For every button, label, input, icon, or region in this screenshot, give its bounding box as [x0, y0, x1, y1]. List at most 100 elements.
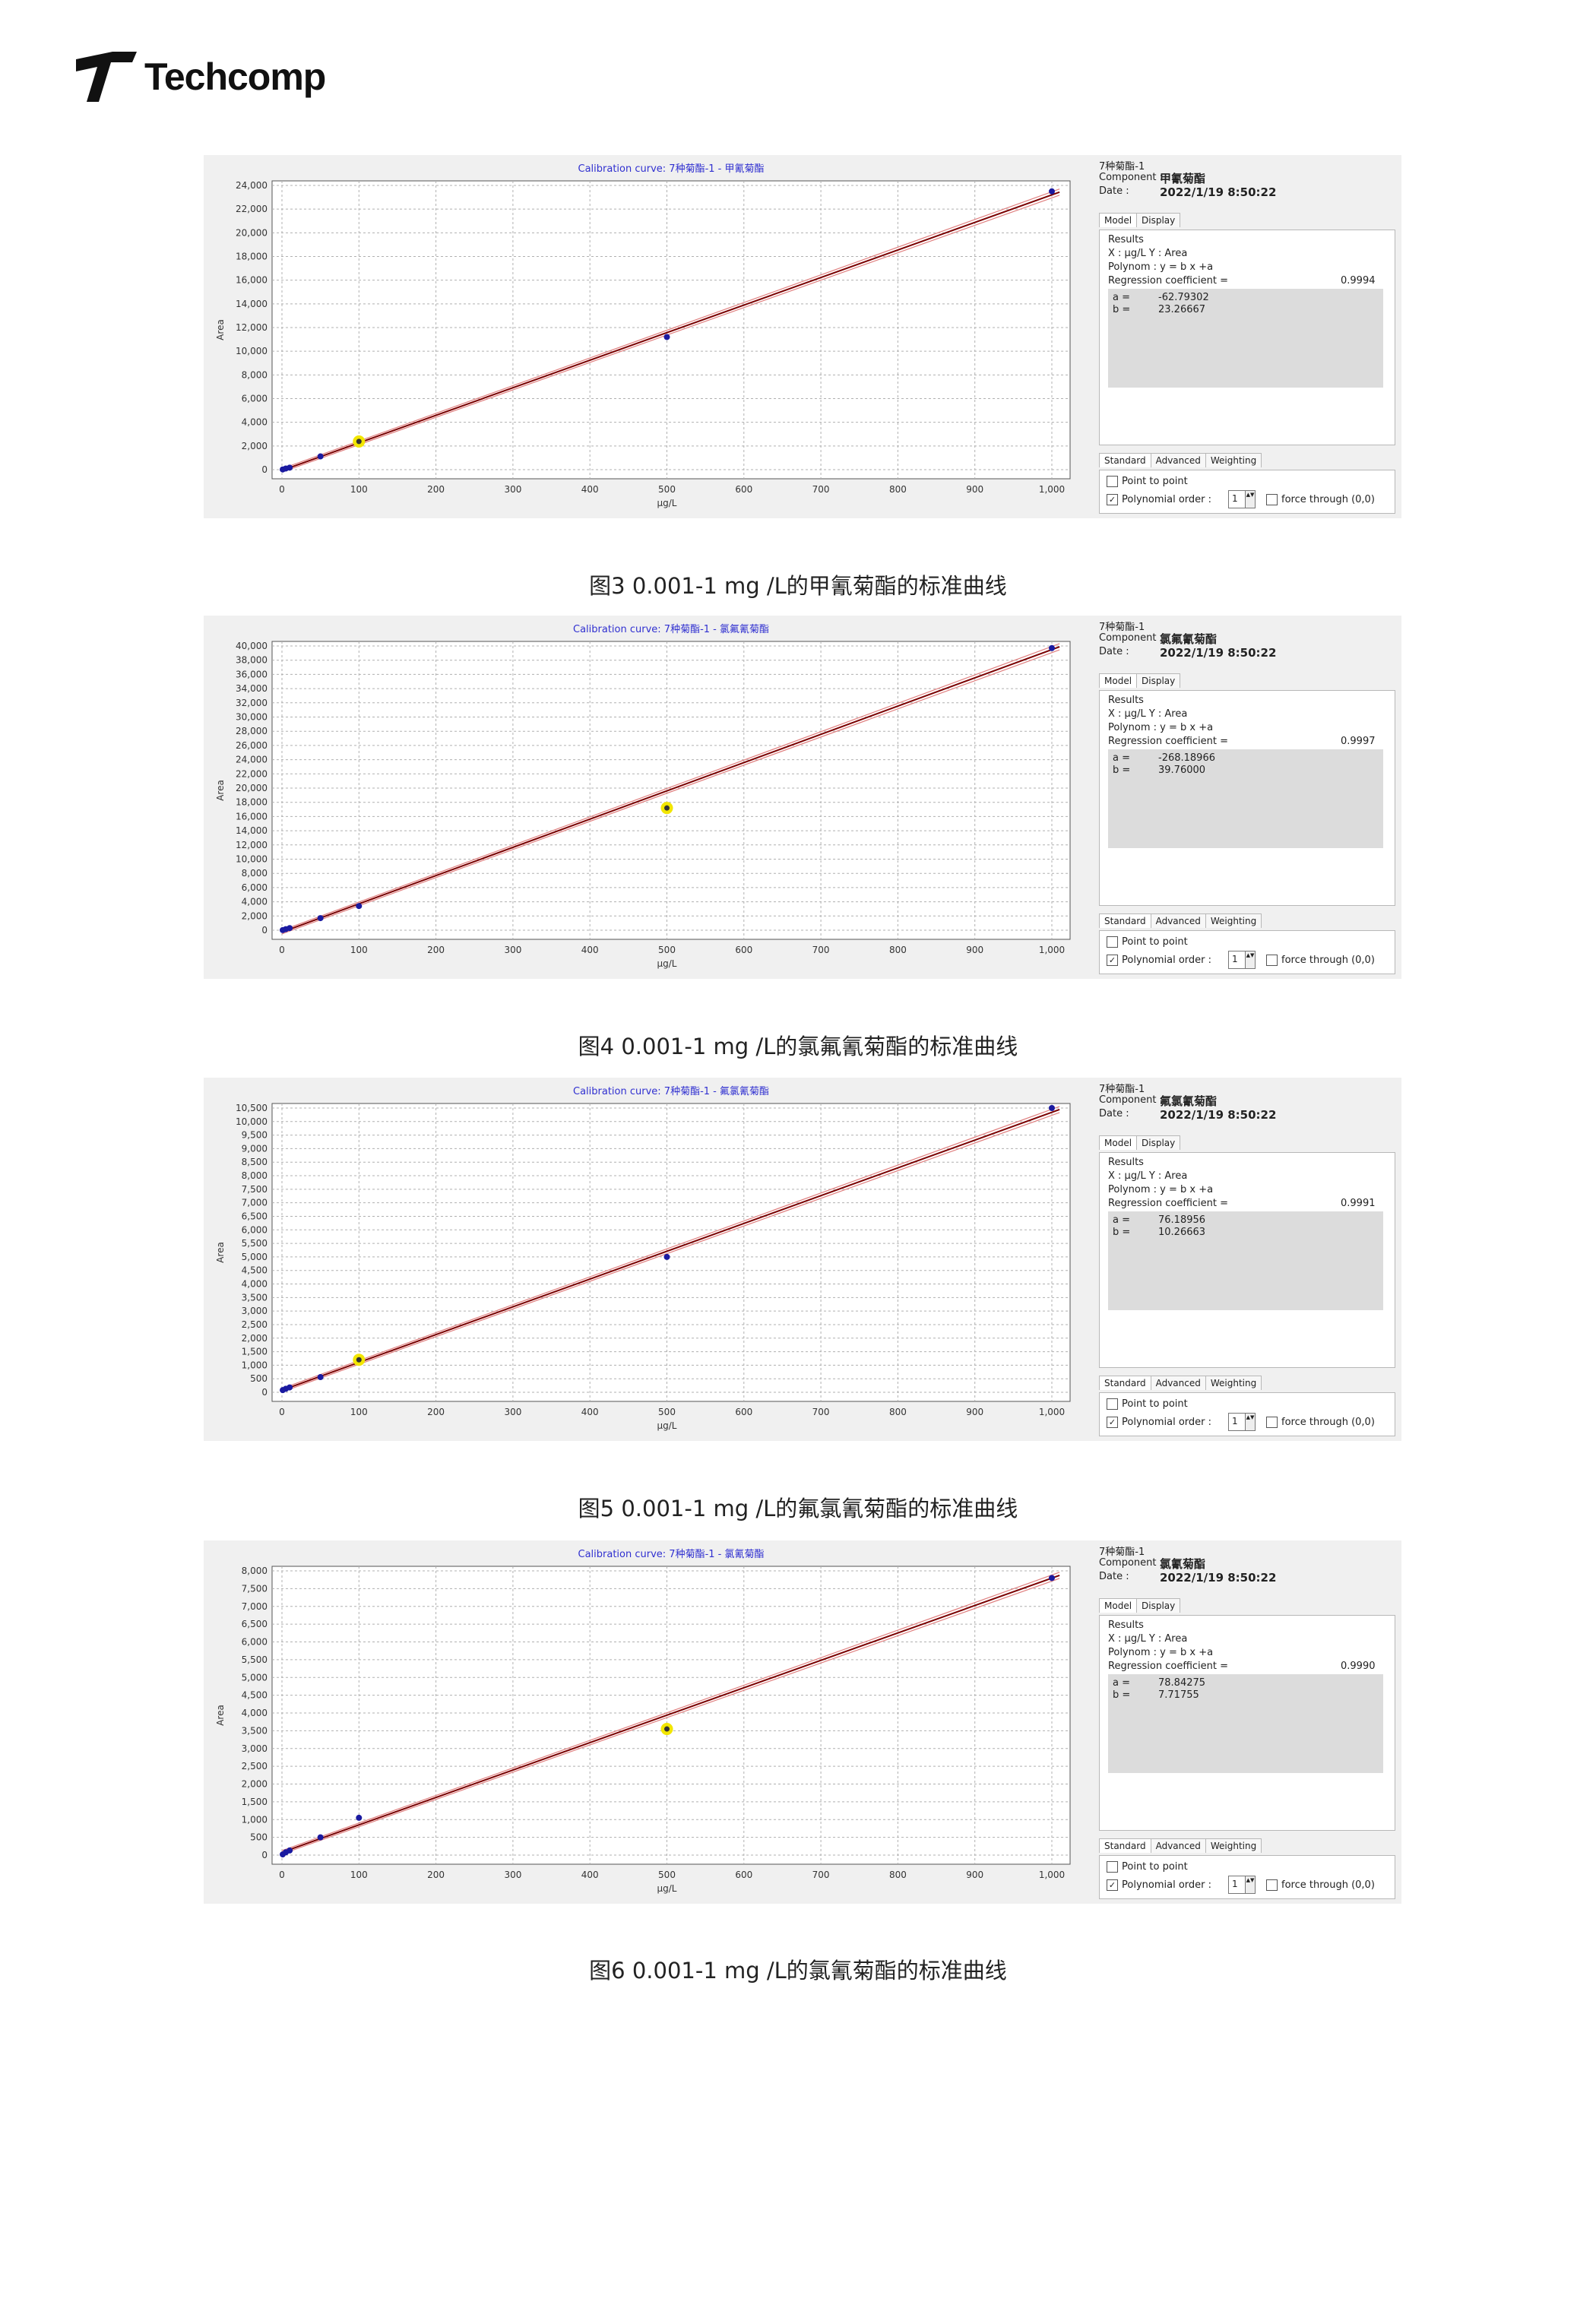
y-tick-label: 40,000: [236, 641, 268, 651]
stepper-arrows-icon[interactable]: ▲▼: [1245, 1414, 1255, 1430]
x-tick-label: 0: [279, 484, 285, 495]
tab-standard[interactable]: Standard: [1099, 1838, 1151, 1853]
y-tick-label: 24,000: [236, 755, 268, 765]
y-tick-label: 6,000: [242, 1637, 268, 1648]
polynomial-order-stepper[interactable]: 1 ▲▼: [1228, 1876, 1256, 1894]
confidence-band-line: [281, 195, 1060, 473]
axis-units: X : μg/L Y : Area: [1108, 1170, 1188, 1182]
b-label: b =: [1113, 304, 1131, 315]
tab-advanced[interactable]: Advanced: [1150, 453, 1206, 467]
model-tabbar: Model Display: [1099, 213, 1181, 227]
highlight-point-center: [356, 439, 362, 445]
stepper-arrows-icon[interactable]: ▲▼: [1245, 951, 1255, 968]
calibration-plot: Calibration curve: 7种菊酯-1 - 氯氰菊酯 0 100 200 3…: [204, 1540, 1085, 1904]
date-value: 2022/1/19 8:50:22: [1160, 646, 1277, 660]
highlight-point-center: [356, 1357, 362, 1363]
tab-model[interactable]: Model: [1099, 213, 1138, 227]
tab-standard[interactable]: Standard: [1099, 1376, 1151, 1390]
x-tick-label: 0: [279, 1870, 285, 1880]
calibration-info-panel: 7种菊酯-1 Component : 氯氰菊酯 Date : 2022/1/19 8:5…: [1090, 1540, 1401, 1904]
sample-name: 7种菊酯-1: [1099, 622, 1145, 633]
y-tick-label: 1,500: [242, 1797, 268, 1807]
y-tick-label: 16,000: [236, 811, 268, 822]
polynomial-order-checkbox[interactable]: ✓: [1107, 494, 1118, 505]
tab-model[interactable]: Model: [1099, 1135, 1138, 1150]
y-tick-label: 6,500: [242, 1619, 268, 1629]
y-axis-label: Area: [215, 1705, 226, 1726]
force-origin-label: force through (0,0): [1281, 1879, 1375, 1891]
y-tick-label: 36,000: [236, 669, 268, 679]
y-tick-label: 14,000: [236, 299, 268, 309]
force-origin-checkbox[interactable]: [1266, 1879, 1278, 1891]
polynomial-order-checkbox[interactable]: ✓: [1107, 1879, 1118, 1891]
tab-model[interactable]: Model: [1099, 673, 1138, 688]
force-origin-checkbox[interactable]: [1266, 955, 1278, 966]
polynomial-order-stepper[interactable]: 1 ▲▼: [1228, 951, 1256, 969]
coefficients-area: [1108, 1211, 1383, 1310]
data-point: [1049, 1105, 1055, 1111]
data-point: [317, 1374, 324, 1381]
tab-weighting[interactable]: Weighting: [1205, 453, 1262, 467]
y-tick-label: 28,000: [236, 726, 268, 736]
figure-caption: 图3 0.001-1 mg /L的甲氰菊酯的标准曲线: [589, 573, 1007, 599]
x-tick-label: 900: [966, 1407, 983, 1417]
y-axis-label: Area: [215, 1242, 226, 1263]
x-tick-label: 600: [735, 1870, 752, 1880]
polynomial-order-checkbox[interactable]: ✓: [1107, 1417, 1118, 1428]
date-label: Date :: [1099, 1571, 1129, 1582]
tab-display[interactable]: Display: [1136, 1135, 1181, 1150]
regression-line: [281, 1109, 1060, 1392]
polynomial-order-stepper[interactable]: 1 ▲▼: [1228, 1413, 1256, 1431]
y-tick-label: 7,000: [242, 1198, 268, 1208]
y-tick-label: 6,000: [242, 1224, 268, 1235]
point-to-point-checkbox[interactable]: [1107, 1861, 1118, 1873]
tab-advanced[interactable]: Advanced: [1150, 913, 1206, 928]
x-tick-label: 200: [427, 945, 445, 955]
x-tick-label: 700: [812, 1407, 830, 1417]
tab-weighting[interactable]: Weighting: [1205, 1838, 1262, 1853]
force-origin-label: force through (0,0): [1281, 955, 1375, 966]
y-tick-label: 34,000: [236, 683, 268, 694]
y-tick-label: 2,500: [242, 1761, 268, 1771]
point-to-point-checkbox[interactable]: [1107, 476, 1118, 487]
force-origin-checkbox[interactable]: [1266, 1417, 1278, 1428]
model-tabbar: Model Display: [1099, 1598, 1181, 1613]
y-tick-label: 32,000: [236, 698, 268, 708]
x-tick-label: 900: [966, 484, 983, 495]
tab-model[interactable]: Model: [1099, 1598, 1138, 1613]
stepper-arrows-icon[interactable]: ▲▼: [1245, 1876, 1255, 1893]
x-tick-label: 1,000: [1039, 484, 1065, 495]
figure-caption: 图6 0.001-1 mg /L的氯氰菊酯的标准曲线: [589, 1958, 1007, 1984]
point-to-point-checkbox[interactable]: [1107, 936, 1118, 948]
tab-advanced[interactable]: Advanced: [1150, 1838, 1206, 1853]
tab-weighting[interactable]: Weighting: [1205, 913, 1262, 928]
point-to-point-label: Point to point: [1122, 936, 1188, 948]
force-origin-checkbox[interactable]: [1266, 494, 1278, 505]
polynomial-order-checkbox[interactable]: ✓: [1107, 955, 1118, 966]
x-tick-label: 400: [581, 1870, 599, 1880]
y-tick-label: 2,000: [242, 441, 268, 451]
y-tick-label: 1,000: [242, 1360, 268, 1370]
tab-display[interactable]: Display: [1136, 213, 1181, 227]
tab-standard[interactable]: Standard: [1099, 453, 1151, 467]
tab-weighting[interactable]: Weighting: [1205, 1376, 1262, 1390]
calibration-plot: Calibration curve: 7种菊酯-1 - 氯氟氰菊酯 0 100 200…: [204, 616, 1085, 979]
point-to-point-checkbox[interactable]: [1107, 1398, 1118, 1410]
x-tick-label: 100: [350, 1407, 368, 1417]
stepper-arrows-icon[interactable]: ▲▼: [1245, 491, 1255, 508]
sample-name: 7种菊酯-1: [1099, 161, 1145, 173]
calibration-figure: Calibration curve: 7种菊酯-1 - 氯氟氰菊酯 0 100 200…: [204, 616, 1401, 979]
x-tick-label: 1,000: [1039, 945, 1065, 955]
component-name: 氟氯氰菊酯: [1160, 1094, 1218, 1108]
tab-display[interactable]: Display: [1136, 1598, 1181, 1613]
y-tick-label: 2,000: [242, 1333, 268, 1344]
tab-advanced[interactable]: Advanced: [1150, 1376, 1206, 1390]
tab-standard[interactable]: Standard: [1099, 913, 1151, 928]
tab-display[interactable]: Display: [1136, 673, 1181, 688]
y-tick-label: 14,000: [236, 825, 268, 836]
x-tick-label: 300: [504, 945, 521, 955]
coefficients-area: [1108, 289, 1383, 388]
calibration-info-panel: 7种菊酯-1 Component : 氟氯氰菊酯 Date : 2022/1/19 8:…: [1090, 1078, 1401, 1441]
polynomial-order-stepper[interactable]: 1 ▲▼: [1228, 490, 1256, 508]
sample-name: 7种菊酯-1: [1099, 1084, 1145, 1095]
